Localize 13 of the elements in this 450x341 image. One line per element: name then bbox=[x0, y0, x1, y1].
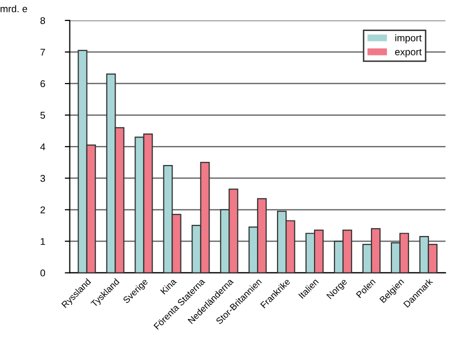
y-tick-label: 0 bbox=[40, 270, 46, 276]
y-tick-label: 2 bbox=[40, 206, 45, 214]
x-tick-label: Kina bbox=[160, 278, 177, 295]
y-tick-label: 7 bbox=[40, 48, 45, 56]
y-tick-label: 4 bbox=[40, 143, 46, 150]
y-tick-label: 5 bbox=[40, 112, 46, 119]
y-tick-label: 3 bbox=[40, 174, 46, 182]
legend-label: export bbox=[395, 48, 422, 58]
y-tick-label: 1 bbox=[40, 238, 45, 245]
y-tick-label: 6 bbox=[40, 80, 46, 88]
y-axis-title: mrd. e bbox=[0, 5, 28, 12]
y-tick-label: 8 bbox=[40, 17, 46, 24]
legend-label: import bbox=[395, 34, 422, 44]
